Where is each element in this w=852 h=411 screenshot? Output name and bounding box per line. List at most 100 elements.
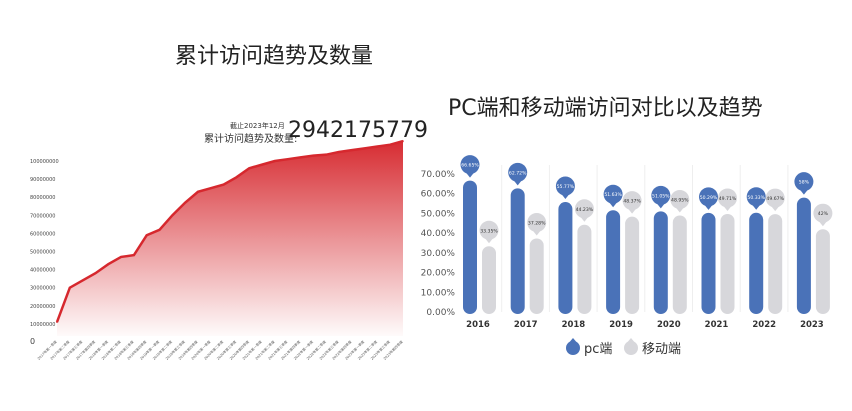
data-point [171, 214, 174, 217]
label-pin [746, 187, 766, 207]
x-tick-label: 2018 [562, 320, 586, 330]
label-pin [574, 199, 594, 219]
y-tick-label: 20000000 [30, 304, 55, 310]
bar [749, 212, 764, 314]
legend-label: pc端 [584, 342, 612, 357]
label-pin [651, 185, 671, 205]
data-point [107, 263, 110, 265]
y-tick-label: 50.00% [421, 209, 456, 219]
data-label: 37.28% [528, 221, 546, 227]
data-point [402, 140, 404, 142]
y-tick-label: 60.00% [421, 190, 456, 200]
y-tick-label: 70.00% [421, 170, 456, 180]
area-chart-title: 累计访问趋势及数量 [175, 44, 374, 69]
data-point [145, 234, 148, 237]
data-point [286, 158, 289, 160]
label-pin [670, 189, 690, 209]
data-point [312, 154, 315, 157]
y-tick-label: 70000000 [30, 213, 55, 219]
total-label: 累计访问趋势及数量: [204, 134, 298, 145]
data-label: 66.65% [461, 163, 479, 169]
data-label: 33.35% [480, 228, 498, 234]
data-point [376, 145, 379, 148]
data-label: 49.71% [719, 196, 737, 202]
data-label: 50.29% [700, 195, 718, 201]
bar [577, 224, 592, 314]
area-fill [57, 141, 403, 336]
data-point [350, 149, 353, 151]
data-label: 50.33% [747, 195, 765, 201]
total-value: 2942175779 [288, 118, 428, 143]
y-tick-label: 40000000 [30, 268, 55, 274]
data-point [197, 190, 199, 193]
data-point [325, 153, 327, 156]
bar [672, 215, 687, 314]
y-tick-label: 50000000 [30, 250, 55, 256]
y-tick-label: 90000000 [30, 177, 55, 183]
data-point [222, 183, 225, 186]
y-tick-label: 30000000 [30, 286, 55, 292]
data-point [363, 147, 366, 150]
as-of-date: 截止2023年12月 [230, 122, 285, 130]
bar-chart-title: PC端和移动端访问对比以及趋势 [448, 96, 763, 121]
data-point [274, 160, 276, 162]
data-point [338, 151, 340, 153]
data-point [184, 201, 186, 204]
data-point [389, 143, 391, 146]
bar [653, 211, 668, 314]
label-pin [813, 203, 833, 223]
bar [625, 216, 640, 314]
data-label: 51.05% [652, 193, 670, 199]
data-label: 48.95% [671, 197, 689, 203]
legend-marker [624, 341, 638, 355]
x-tick-label: 2021 [705, 320, 729, 330]
bar [558, 202, 573, 314]
legend-label: 移动端 [642, 342, 681, 357]
data-point [56, 321, 58, 323]
label-pin [460, 155, 480, 175]
bar [815, 229, 830, 314]
y-tick-label: 10000000 [30, 322, 55, 328]
data-point [235, 176, 238, 179]
data-label: 55.77% [557, 184, 575, 190]
x-tick-label: 2023 [800, 320, 824, 330]
y-tick-label: 40.00% [421, 229, 456, 239]
series-line [55, 139, 404, 323]
label-pin [794, 172, 814, 192]
bar [529, 238, 544, 314]
data-label: 49.67% [766, 196, 784, 202]
y-tick-label: 20.00% [421, 269, 456, 279]
y-tick-label: 30.00% [421, 249, 456, 259]
x-tick-label: 2022 [752, 320, 776, 330]
legend-marker [566, 341, 580, 355]
label-pin [718, 188, 737, 208]
y-tick-label: 10.00% [421, 288, 456, 298]
label-pin [622, 191, 642, 211]
y-tick-label: 60000000 [30, 231, 55, 237]
bar [768, 214, 783, 314]
bar [606, 210, 621, 314]
x-tick-label: 2017 [514, 320, 538, 330]
bar [720, 214, 735, 314]
data-label: 48.37% [623, 199, 641, 205]
data-point [81, 279, 84, 282]
y-tick-label: 0.00% [426, 308, 455, 318]
data-label: 42% [818, 211, 829, 217]
y-tick-label: 80000000 [30, 195, 55, 201]
data-label: 58% [799, 180, 810, 186]
data-point [299, 156, 302, 159]
bar [796, 197, 811, 314]
label-pin [699, 187, 718, 207]
data-point [261, 163, 263, 166]
label-pin [765, 188, 785, 208]
y-tick-label: 0 [30, 337, 35, 346]
data-point [120, 256, 122, 258]
bar [510, 188, 525, 314]
data-label: 44.23% [576, 207, 594, 213]
x-tick-label: 2020 [657, 320, 681, 330]
data-point [94, 272, 97, 275]
data-point [209, 187, 212, 189]
data-point [248, 167, 251, 170]
x-tick-label: 2016 [466, 320, 490, 330]
